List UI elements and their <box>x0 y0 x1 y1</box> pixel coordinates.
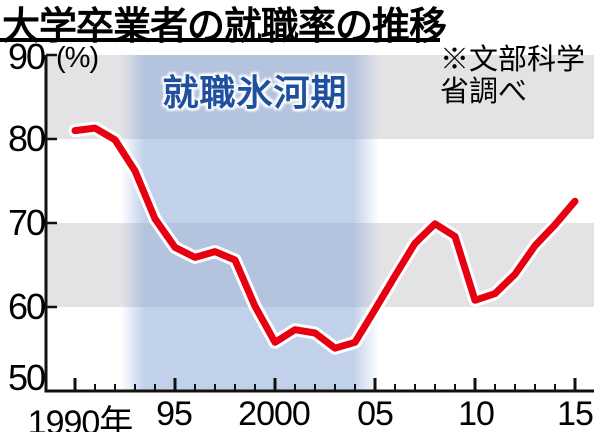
y-axis-unit-label: (%) <box>56 42 99 74</box>
ice-age-annotation: 就職氷河期 <box>162 73 348 113</box>
source-note-line1: ※文部科学 <box>440 44 586 76</box>
x-tick-label-2005: 05 <box>357 395 394 432</box>
y-tick-label-80: 80 <box>7 118 46 159</box>
source-note-line2: 省調べ <box>440 76 528 108</box>
y-tick-label-70: 70 <box>7 202 46 243</box>
y-tick-label-50: 50 <box>7 357 46 398</box>
axis-lines <box>44 55 594 393</box>
source-note: ※文部科学 省調べ <box>440 44 585 108</box>
x-tick-label-1995: 95 <box>156 395 193 432</box>
data-line <box>71 124 579 352</box>
x-tick-label-2010: 10 <box>458 395 495 432</box>
x-tick-label-1990: 1990年 <box>27 404 134 432</box>
y-tick-label-90: 90 <box>7 36 46 77</box>
x-tick-label-2000: 2000 <box>238 395 311 432</box>
title-underline <box>0 38 440 42</box>
y-tick-label-60: 60 <box>7 286 46 327</box>
x-tick-label-2015: 15 <box>557 395 594 432</box>
